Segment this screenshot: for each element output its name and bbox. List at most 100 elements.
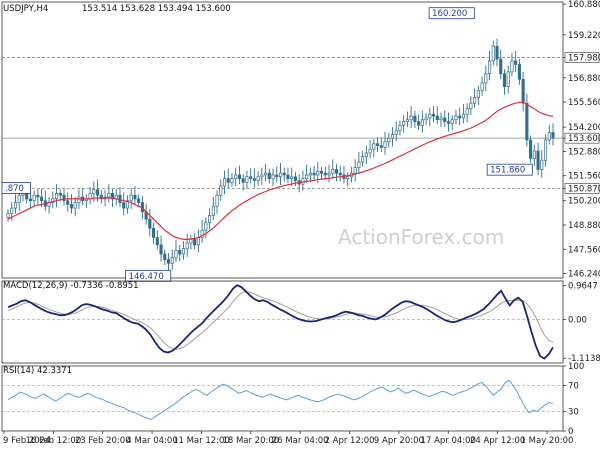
- price-candle-body: [312, 172, 316, 176]
- price-candle-body: [547, 132, 551, 141]
- price-candle-body: [540, 159, 544, 170]
- price-reference-box: [564, 183, 600, 194]
- price-candle-body: [469, 102, 473, 110]
- macd-frame: [1, 280, 564, 364]
- x-tick-label: 23 Feb 20:00: [75, 436, 131, 446]
- price-candle-body: [36, 194, 40, 198]
- rsi-tick-label: 30: [568, 408, 579, 418]
- price-candle-body: [390, 134, 395, 139]
- price-candle-body: [40, 196, 44, 202]
- price-candle-body: [10, 207, 14, 214]
- price-candle-body: [241, 178, 245, 183]
- price-tick-label: 148.880: [568, 221, 600, 231]
- x-tick-label: 24 Apr 12:00: [470, 436, 525, 446]
- price-candle-body: [473, 97, 477, 104]
- price-candle-body: [543, 139, 548, 161]
- price-candle-body: [293, 176, 297, 181]
- price-candle-body: [54, 193, 59, 200]
- price-annotation-box: [486, 163, 533, 176]
- price-annotation-box: [428, 7, 475, 20]
- price-candle-body: [260, 174, 264, 178]
- x-tick-label: 9 Apr 20:00: [374, 436, 424, 446]
- price-candle-body: [431, 113, 436, 117]
- rsi-tick-label: 100: [568, 362, 584, 372]
- rsi-tick-label: 0: [568, 427, 573, 437]
- price-reference-label: 157.980: [568, 54, 600, 64]
- price-annotation-label: .870: [5, 184, 24, 194]
- price-tick-label: 147.560: [568, 245, 600, 255]
- price-candle-body: [13, 202, 18, 209]
- price-reference-label: 150.870: [568, 184, 600, 194]
- price-candle-body: [163, 253, 167, 260]
- price-candle-body: [125, 200, 130, 209]
- price-candle-body: [267, 172, 271, 179]
- price-candle-body: [219, 185, 223, 196]
- price-frame: [1, 1, 564, 279]
- price-candle-body: [491, 45, 495, 62]
- price-candle-body: [480, 82, 484, 91]
- price-candle-body: [62, 194, 66, 202]
- price-candle-body: [364, 152, 368, 157]
- macd-signal-line: [7, 290, 554, 350]
- price-candle-body: [92, 189, 96, 194]
- price-candle-body: [461, 113, 465, 119]
- price-candle-body: [529, 139, 533, 159]
- macd-tick-label: -1.1138: [568, 354, 600, 364]
- price-annotation-label: 151.860: [490, 166, 525, 176]
- price-candle-body: [28, 198, 32, 202]
- price-candle-body: [107, 193, 111, 198]
- rsi-panel: 100 70 30 0: [1, 362, 584, 437]
- price-candle-body: [129, 194, 133, 202]
- price-candle-body: [148, 218, 152, 229]
- price-candle-body: [316, 170, 320, 176]
- price-reference-box: [564, 132, 600, 144]
- price-candle-body: [122, 202, 126, 209]
- x-tick-label: 11 Mar 12:00: [173, 436, 230, 446]
- price-candle-body: [394, 130, 398, 135]
- price-candle-body: [137, 198, 141, 203]
- price-candle-body: [450, 119, 454, 124]
- price-candle-body: [353, 167, 357, 174]
- moving-average-line: [7, 101, 554, 240]
- macd-panel: 0.9647 0.00 -1.1138: [1, 280, 600, 364]
- price-candle-body: [211, 205, 215, 216]
- price-candle-body: [118, 194, 122, 203]
- rsi-title: RSI(14) 42.3371: [3, 366, 72, 376]
- price-candle-body: [204, 222, 208, 231]
- price-candle-body: [476, 89, 480, 99]
- price-candle-body: [413, 115, 417, 122]
- price-candle-body: [155, 237, 159, 246]
- macd-title: MACD(12,26,9) -0.7336 -0.8951: [3, 281, 139, 291]
- price-tick-label: 152.880: [568, 147, 600, 157]
- price-candle-body: [189, 239, 193, 244]
- price-candle-body: [185, 242, 189, 249]
- price-tick-label: 160.880: [568, 0, 600, 10]
- price-candle-body: [208, 215, 212, 224]
- rsi-frame: [1, 365, 564, 432]
- price-candle-body: [506, 71, 510, 87]
- price-candle-body: [222, 178, 227, 187]
- price-candle-body: [465, 108, 469, 115]
- price-candle-body: [99, 194, 103, 200]
- price-candle-body: [420, 119, 424, 126]
- price-candle-body: [499, 58, 503, 75]
- price-annotation-label: 160.200: [432, 9, 467, 19]
- x-tick-label: 9 Feb 2024: [3, 436, 51, 446]
- price-candle-body: [245, 176, 249, 183]
- price-reference-label: 153.600: [568, 134, 600, 144]
- price-candle-body: [170, 257, 174, 264]
- price-tick-label: 151.560: [568, 172, 600, 182]
- price-tick-label: 154.200: [568, 123, 600, 133]
- price-candle-body: [376, 143, 380, 146]
- price-candle-body: [495, 45, 499, 60]
- price-candle-body: [193, 239, 197, 246]
- price-candle-body: [264, 172, 268, 176]
- price-candle-body: [417, 121, 421, 126]
- price-candle-body: [331, 169, 335, 174]
- price-candle-body: [249, 176, 253, 179]
- price-candle-body: [58, 193, 62, 196]
- price-candle-body: [6, 213, 10, 218]
- price-candle-body: [25, 193, 29, 200]
- price-candle-body: [178, 250, 182, 255]
- price-candle-body: [133, 194, 137, 200]
